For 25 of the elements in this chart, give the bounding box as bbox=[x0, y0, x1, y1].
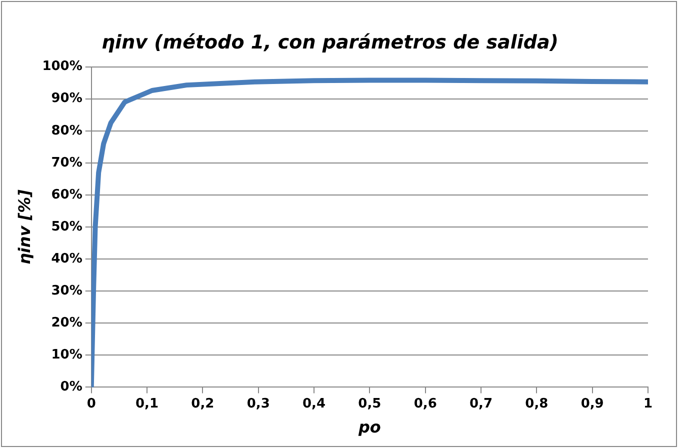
y-tick-label: 100% bbox=[42, 59, 82, 74]
y-axis-title: ηinv [%] bbox=[14, 188, 34, 264]
y-tick-label: 70% bbox=[51, 155, 82, 170]
y-tick-label: 60% bbox=[51, 187, 82, 202]
x-tick-label: 0,5 bbox=[358, 396, 382, 412]
x-tick-label: 1 bbox=[643, 396, 653, 412]
x-tick-label: 0,1 bbox=[136, 396, 159, 412]
y-tick-label: 90% bbox=[51, 91, 82, 106]
y-tick-label: 20% bbox=[51, 315, 82, 330]
x-tick-label: 0,6 bbox=[414, 396, 437, 412]
y-tick-label: 80% bbox=[51, 123, 82, 138]
x-axis-title: po bbox=[357, 418, 381, 437]
x-tick-label: 0,7 bbox=[469, 396, 493, 412]
x-tick-label: 0,2 bbox=[191, 396, 214, 412]
x-tick-label: 0,4 bbox=[302, 396, 326, 412]
y-tick-label: 0% bbox=[60, 380, 82, 395]
y-tick-label: 30% bbox=[51, 283, 82, 298]
x-tick-label: 0,9 bbox=[580, 396, 604, 412]
x-tick-label: 0,8 bbox=[525, 396, 548, 412]
y-tick-label: 40% bbox=[51, 251, 82, 266]
y-tick-label: 10% bbox=[51, 348, 82, 363]
x-tick-label: 0 bbox=[86, 396, 96, 412]
chart-title: ηinv (método 1, con parámetros de salida) bbox=[102, 31, 558, 54]
y-tick-label: 50% bbox=[51, 219, 82, 234]
x-tick-label: 0,3 bbox=[246, 396, 270, 412]
